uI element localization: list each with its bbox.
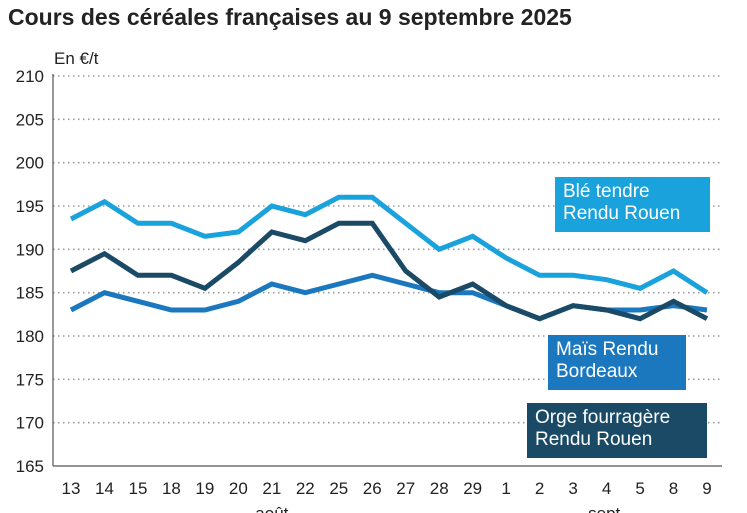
x-tick-label: 14: [95, 479, 114, 498]
legend-ble-tendre: Blé tendre Rendu Rouen: [555, 177, 710, 232]
x-tick-label: 18: [162, 479, 181, 498]
grid-lines: [53, 75, 722, 424]
series-line: [69, 194, 709, 295]
legend-ble-line2: Rendu Rouen: [563, 203, 681, 224]
legend-mais: Maïs Rendu Bordeaux: [548, 335, 686, 390]
y-tick-label: 190: [16, 240, 44, 259]
y-tick-label: 195: [16, 197, 44, 216]
y-tick-label: 180: [16, 327, 44, 346]
legend-ble-line1: Blé tendre: [563, 181, 650, 202]
series-lines: [69, 194, 709, 322]
x-tick-label: 8: [669, 479, 678, 498]
y-tick-label: 200: [16, 154, 44, 173]
y-tick-label: 205: [16, 110, 44, 129]
x-tick-label: 4: [602, 479, 611, 498]
axis-lines: [52, 74, 722, 467]
x-tick-label: 29: [463, 479, 482, 498]
y-axis-unit-label: En €/t: [54, 49, 99, 68]
y-tick-label: 170: [16, 414, 44, 433]
x-tick-label: 22: [296, 479, 315, 498]
x-tick-label: 5: [635, 479, 644, 498]
y-tick-label: 185: [16, 284, 44, 303]
y-tick-label: 165: [16, 457, 44, 476]
x-tick-label: 3: [568, 479, 577, 498]
x-tick-label: 19: [195, 479, 214, 498]
x-tick-labels: 13 14 15 18 19 20 21 22 25 26 27 28 29 1 2 3 4 5 8 9: [62, 479, 712, 498]
legend-orge: Orge fourragère Rendu Rouen: [527, 403, 707, 458]
month-label: sept.: [588, 504, 625, 513]
series-line: [69, 220, 709, 322]
x-tick-label: 13: [62, 479, 81, 498]
x-tick-label: 15: [128, 479, 147, 498]
month-labels: août sept.: [255, 504, 625, 513]
x-tick-label: 28: [430, 479, 449, 498]
x-tick-label: 1: [501, 479, 510, 498]
y-tick-label: 175: [16, 370, 44, 389]
x-tick-label: 21: [262, 479, 281, 498]
x-tick-label: 27: [396, 479, 415, 498]
chart-title: Cours des céréales françaises au 9 septe…: [8, 4, 572, 30]
legend-mais-line2: Bordeaux: [556, 361, 638, 382]
x-tick-label: 20: [229, 479, 248, 498]
x-tick-label: 2: [535, 479, 544, 498]
y-tick-label: 210: [16, 67, 44, 86]
legend-orge-line1: Orge fourragère: [535, 407, 671, 428]
x-tick-label: 26: [363, 479, 382, 498]
legend-mais-line1: Maïs Rendu: [556, 339, 659, 360]
x-tick-label: 25: [329, 479, 348, 498]
x-tick-label: 9: [702, 479, 711, 498]
y-tick-labels: 165 170 175 180 185 190 195 200 205 210: [16, 67, 44, 476]
month-label: août: [255, 504, 288, 513]
legend-orge-line2: Rendu Rouen: [535, 429, 653, 450]
